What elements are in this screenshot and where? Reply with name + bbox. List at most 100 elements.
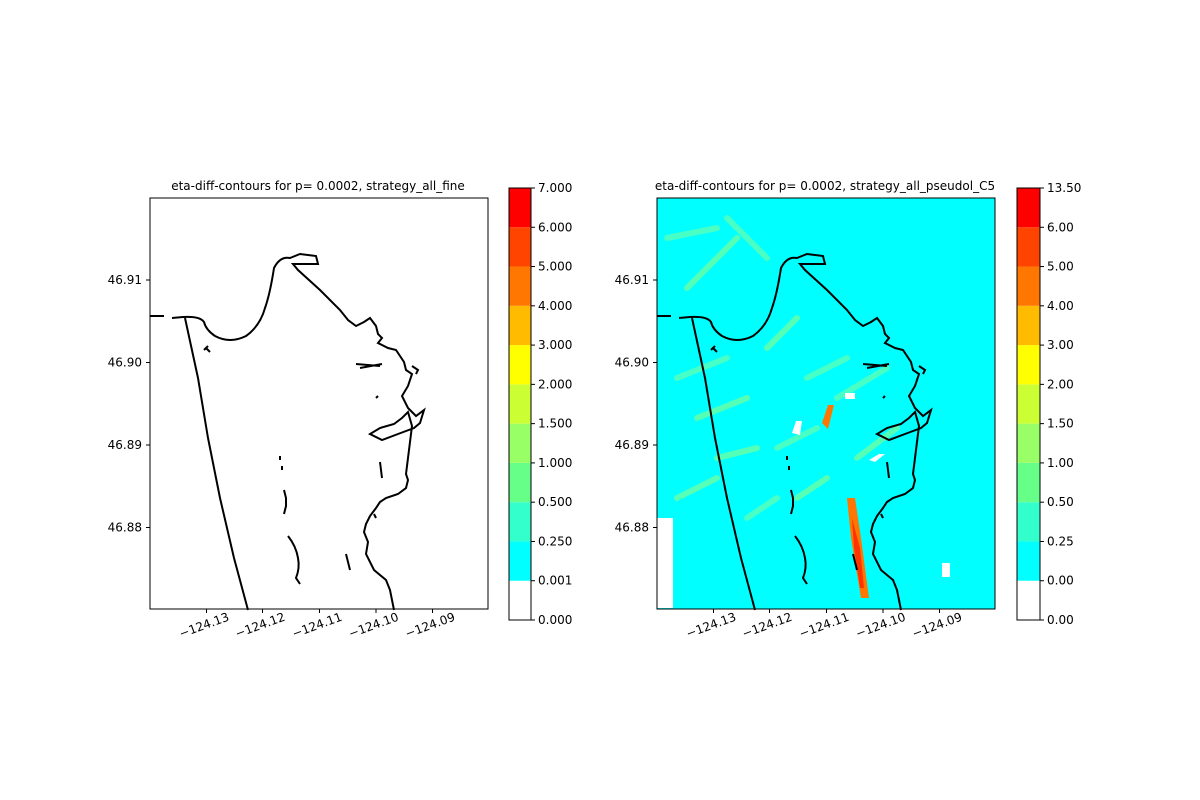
- colorbar: 0.000 0.001 0.250 0.500 1.000 1.500 2.000 3.000…: [508, 181, 572, 627]
- colorbar-frame: [1016, 187, 1041, 621]
- colorbar-tick-label: 6.000: [538, 220, 572, 234]
- coastline-island: [862, 363, 890, 369]
- colorbar-tick-label: 0.001: [538, 574, 572, 588]
- coastline-island: [886, 461, 890, 479]
- colorbar: 0.00 0.00 0.25 0.50 1.00 1.50 2.00 3.00 4.00 5.00…: [1016, 181, 1081, 627]
- coastline-island: [203, 345, 211, 353]
- x-tick-label: −124.13: [684, 610, 738, 641]
- colorbar-band: [509, 266, 531, 306]
- x-tick-label: −124.12: [233, 610, 287, 641]
- colorbar-band: [1017, 541, 1040, 581]
- colorbar-band: [509, 384, 531, 424]
- field-hotspot: [845, 393, 855, 399]
- colorbar-tick-label: 3.000: [538, 338, 572, 352]
- coastline-island: [411, 365, 420, 375]
- colorbar-tick-label: 4.00: [1047, 299, 1074, 313]
- colorbar-tick-label: 1.500: [538, 417, 572, 431]
- panel-1: eta-diff-contours for p= 0.0002, strateg…: [108, 179, 573, 641]
- field-streak: [744, 495, 780, 521]
- field-streaks: [664, 215, 900, 521]
- colorbar-band: [509, 580, 531, 620]
- coastline-island: [794, 535, 808, 585]
- field-streak: [684, 235, 740, 291]
- chart-title: eta-diff-contours for p= 0.0002, strateg…: [655, 179, 995, 193]
- colorbar-band: [1017, 462, 1040, 503]
- field-background: [150, 198, 488, 609]
- colorbar-tick-label: 0.250: [538, 534, 572, 548]
- coastline-island: [882, 395, 886, 399]
- y-tick-label: 46.89: [108, 438, 142, 452]
- field-hotspot: [822, 405, 834, 429]
- colorbar-tick-label: 5.000: [538, 260, 572, 274]
- field-background: [657, 198, 995, 609]
- colorbar-band: [1017, 227, 1040, 267]
- y-tick-label: 46.90: [108, 356, 142, 370]
- x-tick-label: −124.13: [177, 610, 231, 641]
- colorbar-band: [509, 227, 531, 267]
- colorbar-tick-label: 0.25: [1047, 534, 1074, 548]
- chart-title: eta-diff-contours for p= 0.0002, strateg…: [171, 179, 465, 193]
- x-tick-label: −124.11: [290, 610, 344, 641]
- coastline-island: [287, 535, 301, 585]
- colorbar-tick-label: 7.000: [538, 181, 572, 195]
- colorbar-tick-label: 0.500: [538, 495, 572, 509]
- field-hotspot: [852, 518, 864, 588]
- field-hotspot: [869, 454, 885, 462]
- colorbar-band: [1017, 502, 1040, 542]
- field-hotspot: [942, 563, 950, 577]
- colorbar-tick-label: 1.000: [538, 456, 572, 470]
- field-hotspot: [657, 518, 673, 608]
- colorbar-band: [509, 502, 531, 542]
- y-tick-label: 46.88: [615, 521, 649, 535]
- colorbar-band: [1017, 384, 1040, 424]
- x-tick-label: −124.12: [740, 610, 794, 641]
- field-hotspot: [792, 421, 802, 435]
- y-tick-label: 46.91: [615, 273, 649, 287]
- colorbar-frame: [508, 187, 532, 621]
- colorbar-tick-label: 3.00: [1047, 338, 1074, 352]
- colorbar-band: [509, 345, 531, 385]
- colorbar-tick-label: 0.50: [1047, 495, 1074, 509]
- x-tick-label: −124.09: [910, 610, 964, 641]
- colorbar-tick-label: 0.000: [538, 613, 572, 627]
- coastline-island: [373, 513, 377, 519]
- y-tick-label: 46.88: [108, 521, 142, 535]
- colorbar-band: [1017, 305, 1040, 346]
- colorbar-band: [509, 188, 531, 228]
- colorbar-tick-label: 2.00: [1047, 377, 1074, 391]
- colorbar-band: [1017, 345, 1040, 385]
- coastline-island: [375, 395, 379, 399]
- field-streak: [794, 475, 830, 501]
- coastline-island: [710, 345, 718, 353]
- x-tick-label: −124.11: [797, 610, 851, 641]
- colorbar-band: [509, 541, 531, 581]
- coastline-main: [150, 252, 426, 611]
- colorbar-band: [1017, 188, 1040, 228]
- colorbar-tick-label: 5.00: [1047, 260, 1074, 274]
- colorbar-band: [1017, 423, 1040, 463]
- field-streak: [674, 475, 720, 501]
- colorbar-band: [509, 305, 531, 346]
- y-tick-label: 46.90: [615, 356, 649, 370]
- coastline-island: [355, 363, 383, 369]
- y-tick-label: 46.91: [108, 273, 142, 287]
- panel-2: eta-diff-contours for p= 0.0002, strateg…: [615, 179, 1082, 641]
- coastline-island: [852, 553, 858, 571]
- coastline-island: [918, 365, 927, 375]
- x-tick-label: −124.10: [347, 610, 401, 641]
- colorbar-tick-label: 13.50: [1047, 181, 1081, 195]
- colorbar-tick-label: 0.00: [1047, 574, 1074, 588]
- coastline-island: [345, 553, 351, 571]
- field-streak: [664, 225, 720, 241]
- x-tick-label: −124.10: [854, 610, 908, 641]
- coastline-island: [379, 461, 383, 479]
- coastline-island: [880, 513, 884, 519]
- colorbar-tick-label: 1.50: [1047, 417, 1074, 431]
- colorbar-tick-label: 6.00: [1047, 220, 1074, 234]
- colorbar-band: [509, 423, 531, 463]
- field-streak: [854, 425, 900, 461]
- coastline-island: [790, 489, 794, 515]
- field-streak: [714, 445, 760, 461]
- coastline-beach: [691, 317, 756, 611]
